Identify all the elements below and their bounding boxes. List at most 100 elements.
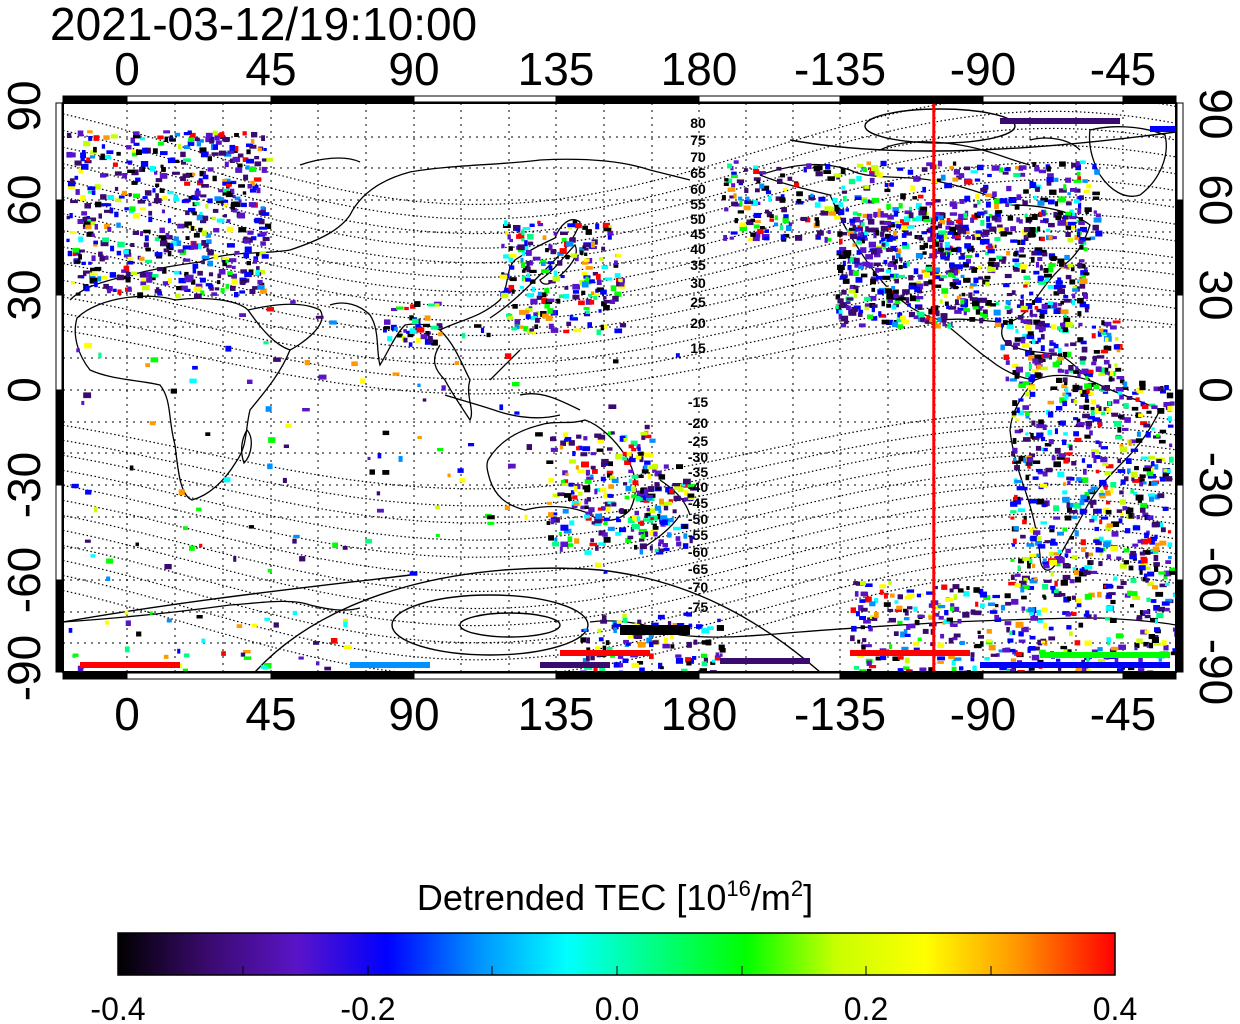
tec-point [945, 597, 953, 602]
tec-point [1111, 412, 1119, 417]
tec-point [659, 548, 665, 552]
tec-point [886, 293, 895, 300]
tec-point [897, 324, 903, 329]
tec-point [254, 161, 262, 167]
tec-point [879, 584, 887, 589]
tec-point [87, 130, 93, 134]
tec-point [1015, 418, 1019, 422]
tec-point [976, 297, 982, 303]
tec-point [87, 190, 92, 194]
tec-point [1091, 361, 1097, 366]
tec-point [107, 203, 112, 207]
tec-point [950, 266, 958, 273]
tec-point [1159, 429, 1167, 434]
tec-point [461, 332, 466, 339]
tec-point [613, 263, 619, 268]
tec-point [903, 230, 909, 236]
tec-point [517, 248, 525, 253]
tec-point [82, 150, 86, 155]
tec-point [894, 220, 900, 225]
tec-point [224, 161, 229, 168]
tec-point [1077, 231, 1081, 238]
tec-point [122, 276, 130, 280]
tec-point [1032, 646, 1040, 651]
tec-point [1164, 582, 1170, 587]
tec-point [628, 457, 636, 463]
tec-point [89, 217, 97, 222]
tec-point [255, 270, 260, 276]
tec-point [922, 186, 926, 193]
tec-point [949, 166, 954, 170]
tec-point [202, 215, 209, 221]
tec-point [1046, 177, 1054, 183]
tec-point [148, 210, 153, 216]
tec-point [707, 626, 714, 630]
tec-point [253, 177, 262, 182]
tec-point [1085, 610, 1090, 616]
tec-point [1065, 177, 1072, 183]
tec-point [1017, 508, 1025, 512]
tec-point [504, 220, 508, 226]
tec-point [1032, 436, 1040, 440]
tec-point [876, 230, 883, 236]
tec-point [682, 524, 688, 529]
tec-point [1141, 558, 1148, 564]
tec-point [1158, 439, 1166, 444]
lat-label-left: -60 [0, 547, 50, 613]
tec-point [858, 232, 865, 238]
tec-point [622, 618, 628, 623]
tec-point [557, 492, 565, 497]
tec-point [1098, 492, 1105, 497]
lon-label-top: 45 [245, 43, 296, 95]
tec-point [885, 269, 891, 274]
tec-point [940, 252, 946, 258]
contour-label: -35 [688, 464, 708, 480]
tec-point [919, 245, 926, 250]
tec-point [89, 277, 98, 284]
tec-point [184, 221, 192, 226]
tec-point [256, 253, 260, 257]
tec-point [763, 236, 770, 241]
tec-point [1086, 656, 1090, 663]
tec-point [397, 333, 403, 338]
tec-point [122, 173, 128, 179]
tec-point [951, 659, 956, 666]
tec-point [178, 663, 183, 668]
contour-line [63, 315, 1176, 395]
tec-point [1072, 384, 1080, 390]
tec-point [1089, 236, 1096, 240]
tec-point [586, 647, 591, 651]
tec-point [1155, 591, 1164, 597]
tec-point [975, 643, 982, 648]
tec-point [1022, 584, 1030, 590]
tec-point [888, 644, 893, 649]
tec-point [638, 474, 644, 478]
tec-point [1069, 209, 1074, 215]
tec-point [231, 279, 238, 285]
tec-point [526, 261, 530, 267]
tec-point [937, 660, 944, 664]
tec-point [1138, 657, 1143, 664]
tec-point [242, 131, 247, 136]
tec-point [1036, 364, 1042, 370]
tec-point [759, 183, 765, 189]
tec-point [239, 290, 246, 294]
tec-point [581, 461, 589, 468]
tec-point [1005, 376, 1009, 382]
tec-point [206, 239, 212, 244]
tec-point [603, 227, 612, 232]
tec-point [926, 591, 933, 595]
tec-point [1008, 581, 1017, 586]
tec-point [112, 162, 118, 167]
tec-point [1167, 405, 1173, 412]
tec-point [866, 161, 871, 166]
tec-point [110, 245, 115, 252]
tec-point [1044, 277, 1050, 282]
tec-point [1042, 584, 1049, 590]
tec-point [1060, 420, 1066, 426]
tec-point [884, 592, 888, 599]
tec-point [1107, 641, 1111, 646]
tec-point [1065, 225, 1072, 230]
tec-point [1152, 546, 1160, 551]
tec-point [1053, 516, 1061, 520]
